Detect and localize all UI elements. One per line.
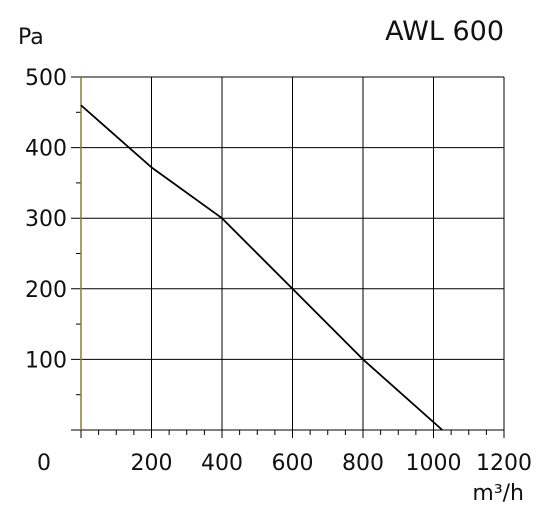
y-tick-label-500: 500 <box>25 66 67 91</box>
series-layer <box>80 104 443 431</box>
x-tick-label-0: 0 <box>37 451 51 476</box>
y-tick-label-300: 300 <box>25 207 67 232</box>
x-tick-label-600: 600 <box>272 451 314 476</box>
x-tick-label-200: 200 <box>131 451 173 476</box>
y-tick-labels: 100 200 300 400 500 <box>25 66 67 373</box>
y-tick-label-200: 200 <box>25 278 67 303</box>
x-tick-label-800: 800 <box>342 451 384 476</box>
series-line-0 <box>80 104 443 431</box>
y-tick-label-100: 100 <box>25 348 67 373</box>
x-axis-unit: m³/h <box>472 481 524 506</box>
y-axis-unit: Pa <box>18 25 44 50</box>
x-tick-label-1000: 1000 <box>406 451 462 476</box>
x-tick-label-1200: 1200 <box>476 451 532 476</box>
minor-ticks-layer <box>76 111 505 438</box>
y-tick-label-400: 400 <box>25 137 67 162</box>
x-tick-label-400: 400 <box>201 451 243 476</box>
axis-layer <box>71 77 504 431</box>
chart-title: AWL 600 <box>385 16 504 47</box>
x-tick-labels: 0 200 400 600 800 1000 1200 <box>37 451 532 476</box>
grid-layer <box>71 76 505 430</box>
